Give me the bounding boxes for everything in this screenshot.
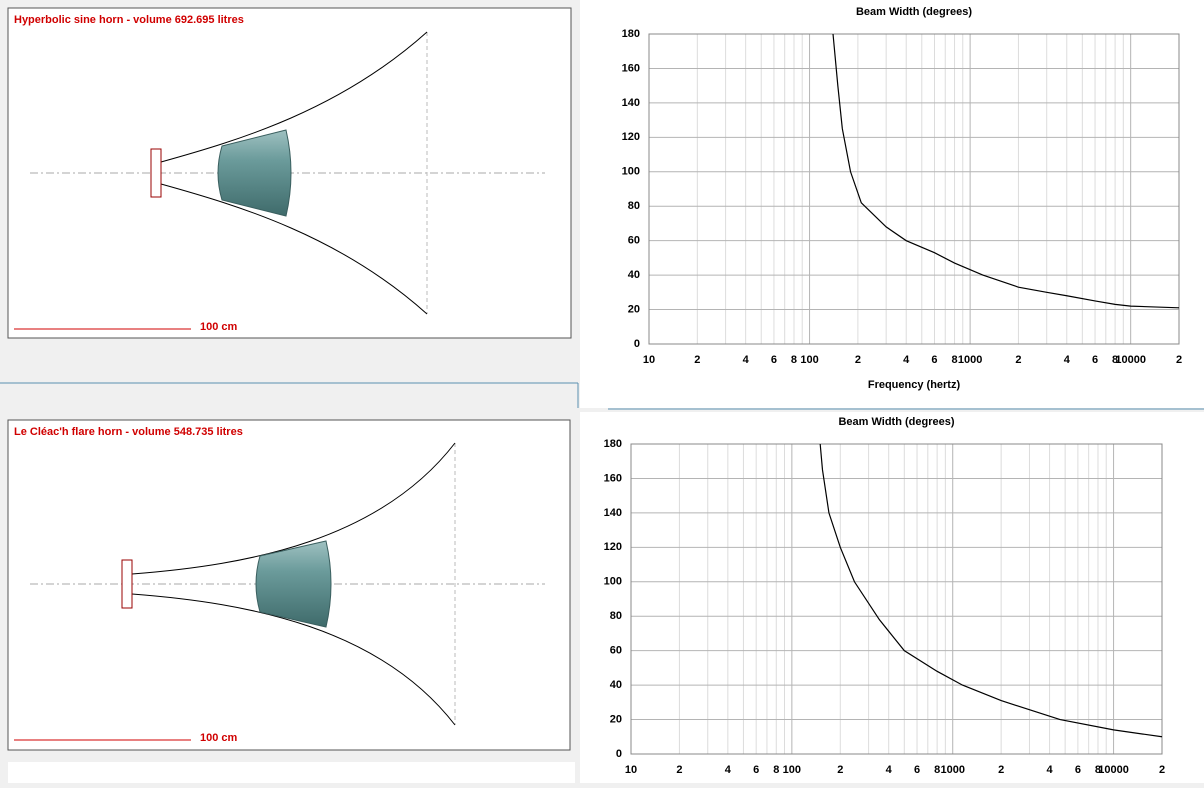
y-tick-label: 160 bbox=[604, 472, 622, 484]
x-tick-label: 10 bbox=[625, 764, 637, 776]
x-tick-label: 8 bbox=[1095, 764, 1101, 776]
x-tick-label: 1000 bbox=[940, 764, 964, 776]
y-tick-label: 80 bbox=[628, 200, 640, 212]
x-tick-label: 4 bbox=[725, 764, 732, 776]
x-tick-label: 2 bbox=[676, 764, 682, 776]
plot-area bbox=[649, 34, 1179, 344]
horn-panel: Le Cléac'h flare horn - volume 548.735 l… bbox=[7, 419, 571, 751]
x-tick-label: 6 bbox=[1092, 354, 1098, 366]
chart-title: Beam Width (degrees) bbox=[856, 6, 972, 18]
panel-title: Le Cléac'h flare horn - volume 548.735 l… bbox=[14, 426, 243, 438]
x-tick-label: 6 bbox=[771, 354, 777, 366]
x-tick-label: 4 bbox=[1047, 764, 1054, 776]
plot-frame bbox=[630, 443, 1163, 755]
horn-wall bbox=[160, 31, 428, 163]
x-tick-label: 10000 bbox=[1098, 764, 1129, 776]
horn-wall bbox=[160, 183, 428, 315]
y-tick-label: 160 bbox=[622, 62, 640, 74]
driver-cone bbox=[217, 129, 292, 217]
x-tick-label: 6 bbox=[931, 354, 937, 366]
panel-title: Hyperbolic sine horn - volume 692.695 li… bbox=[14, 14, 244, 26]
y-tick-label: 140 bbox=[604, 507, 622, 519]
x-tick-label: 1000 bbox=[958, 354, 982, 366]
x-tick-label: 8 bbox=[773, 764, 779, 776]
chart-title: Beam Width (degrees) bbox=[838, 416, 954, 428]
y-tick-label: 40 bbox=[628, 269, 640, 281]
y-tick-label: 40 bbox=[610, 679, 622, 691]
y-tick-label: 120 bbox=[604, 541, 622, 553]
y-tick-label: 0 bbox=[616, 748, 622, 760]
y-tick-label: 180 bbox=[604, 438, 622, 450]
y-tick-label: 140 bbox=[622, 97, 640, 109]
x-tick-label: 10 bbox=[643, 354, 655, 366]
y-tick-label: 60 bbox=[610, 645, 622, 657]
x-tick-label: 8 bbox=[951, 354, 957, 366]
x-tick-label: 2 bbox=[1015, 354, 1021, 366]
horn-wall bbox=[131, 593, 456, 726]
x-tick-label: 8 bbox=[1112, 354, 1118, 366]
beam-width-line bbox=[819, 443, 1163, 738]
y-tick-label: 20 bbox=[610, 713, 622, 725]
y-tick-label: 60 bbox=[628, 235, 640, 247]
x-tick-label: 4 bbox=[1064, 354, 1071, 366]
x-tick-label: 4 bbox=[743, 354, 750, 366]
scale-label: 100 cm bbox=[200, 321, 238, 333]
x-tick-label: 4 bbox=[886, 764, 893, 776]
x-tick-label: 4 bbox=[903, 354, 910, 366]
x-tick-label: 2 bbox=[694, 354, 700, 366]
y-tick-label: 180 bbox=[622, 28, 640, 40]
x-tick-label: 2 bbox=[837, 764, 843, 776]
x-tick-label: 2 bbox=[998, 764, 1004, 776]
y-tick-label: 80 bbox=[610, 610, 622, 622]
plot-area bbox=[631, 444, 1162, 754]
horn-wall bbox=[131, 442, 456, 575]
x-tick-label: 6 bbox=[914, 764, 920, 776]
x-axis-label: Frequency (hertz) bbox=[868, 379, 961, 391]
horn-panel: Hyperbolic sine horn - volume 692.695 li… bbox=[7, 7, 572, 339]
driver bbox=[121, 559, 133, 609]
y-tick-label: 0 bbox=[634, 338, 640, 350]
y-tick-label: 120 bbox=[622, 131, 640, 143]
y-tick-label: 100 bbox=[622, 166, 640, 178]
x-tick-label: 10000 bbox=[1115, 354, 1146, 366]
y-tick-label: 20 bbox=[628, 303, 640, 315]
x-tick-label: 8 bbox=[791, 354, 797, 366]
beam-width-line bbox=[832, 33, 1180, 309]
y-tick-label: 100 bbox=[604, 576, 622, 588]
driver bbox=[150, 148, 162, 198]
x-tick-label: 6 bbox=[753, 764, 759, 776]
x-tick-label: 2 bbox=[1159, 764, 1165, 776]
x-tick-label: 6 bbox=[1075, 764, 1081, 776]
x-tick-label: 8 bbox=[934, 764, 940, 776]
x-tick-label: 100 bbox=[783, 764, 801, 776]
panel-strip bbox=[8, 762, 575, 783]
driver-cone bbox=[255, 540, 332, 628]
x-tick-label: 2 bbox=[1176, 354, 1182, 366]
plot-frame bbox=[648, 33, 1180, 345]
x-tick-label: 100 bbox=[800, 354, 818, 366]
x-tick-label: 2 bbox=[855, 354, 861, 366]
scale-label: 100 cm bbox=[200, 732, 238, 744]
